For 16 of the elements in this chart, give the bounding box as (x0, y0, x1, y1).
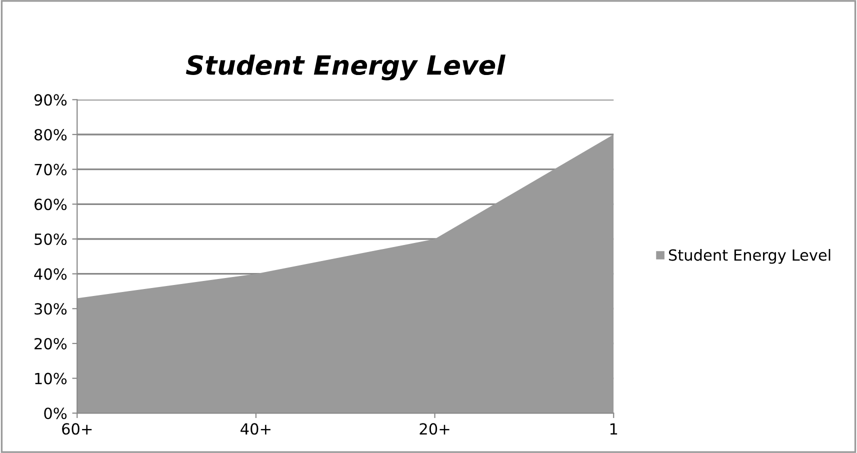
y-tick-label: 40% (34, 268, 67, 280)
y-tick-label: 10% (35, 372, 67, 384)
x-tick-label: 40+ (240, 423, 270, 435)
y-tick-label: 0% (44, 408, 67, 420)
x-tick-label: 60+ (62, 423, 92, 435)
y-tick-label: 80% (34, 128, 67, 141)
y-tick-label: 70% (34, 164, 67, 176)
y-tick-label: 60% (34, 198, 67, 210)
y-tick-label: 50% (34, 233, 67, 246)
y-tick-label: 30% (34, 303, 67, 315)
y-tick-label: 90% (34, 94, 67, 106)
y-tick-label: 20% (34, 338, 67, 350)
chart-title: Student Energy Level (186, 54, 506, 80)
x-tick-label: 20+ (420, 423, 450, 435)
legend-label: Student Energy Level (668, 249, 830, 264)
x-tick-label: 1 (610, 423, 618, 434)
